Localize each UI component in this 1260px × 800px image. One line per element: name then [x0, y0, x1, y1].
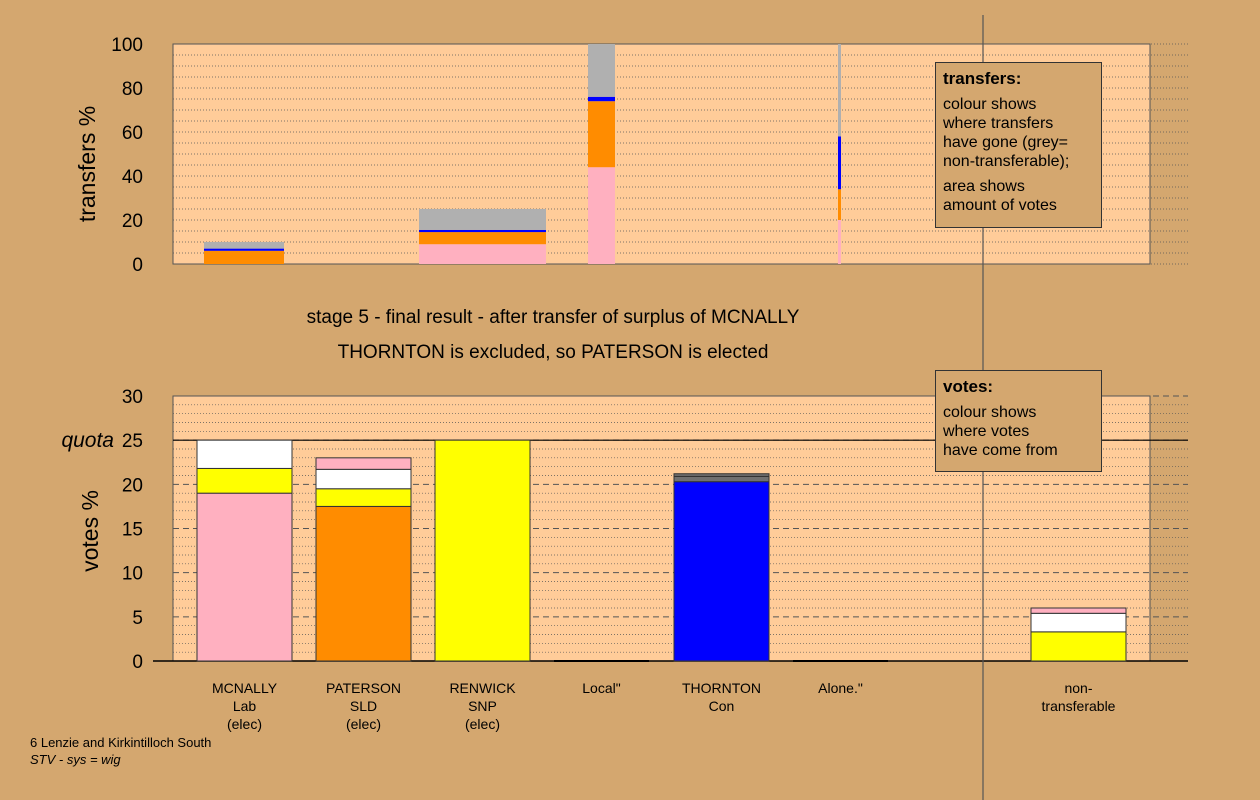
transfer-bar-segment [838, 189, 841, 220]
candidate-label: (elec) [346, 716, 381, 732]
candidate-label: (elec) [465, 716, 500, 732]
transfer-bar-segment [204, 242, 284, 249]
transfers-legend-line: area shows [943, 178, 1025, 195]
stage-subtitle: THORNTON is excluded, so PATERSON is ele… [338, 342, 769, 363]
candidate-label: MCNALLY [212, 680, 278, 696]
votes-legend: votes: colour shows where votes have com… [935, 370, 1102, 472]
transfers-tick-label: 80 [122, 79, 143, 100]
vote-bar-segment [315, 505, 412, 662]
vote-bar-segment [315, 488, 412, 507]
votes-legend-line: where votes [943, 423, 1030, 440]
vote-bar-segment [315, 457, 412, 470]
transfers-legend-line: have gone (grey= [943, 134, 1068, 151]
candidate-label: transferable [1042, 698, 1116, 714]
votes-legend-title: votes: [943, 377, 994, 396]
vote-bar-segment [1030, 607, 1127, 614]
vote-bar-segment [434, 439, 531, 662]
transfers-legend-line: colour shows [943, 96, 1037, 113]
transfer-bar-segment [419, 244, 546, 264]
candidate-label: Local" [582, 680, 620, 696]
vote-bar-segment [196, 467, 293, 494]
votes-tick-label: 15 [122, 520, 143, 541]
vote-bar-segment [673, 475, 770, 483]
quota-label: quota [61, 429, 114, 452]
vote-bar-segment [673, 481, 770, 662]
votes-legend-line: have come from [943, 442, 1058, 459]
transfers-tick-label: 100 [111, 35, 143, 56]
footer-ward: 6 Lenzie and Kirkintilloch South [30, 735, 212, 750]
footer-system: STV - sys = wig [30, 752, 121, 767]
transfer-bar-segment [838, 44, 841, 137]
candidate-label: Alone." [818, 680, 863, 696]
candidate-label: PATERSON [326, 680, 401, 696]
candidate-label: SNP [468, 698, 497, 714]
vote-bar-segment [1030, 612, 1127, 633]
transfer-bar-segment [838, 220, 841, 264]
votes-tick-label: 5 [132, 608, 143, 629]
votes-tick-label: 25 [122, 431, 143, 452]
vote-bar-segment [196, 439, 293, 469]
footer: 6 Lenzie and Kirkintilloch South STV - s… [30, 734, 211, 768]
transfers-legend-title: transfers: [943, 69, 1022, 88]
transfers-tick-label: 20 [122, 211, 143, 232]
transfer-bar-segment [588, 101, 615, 168]
transfers-tick-label: 60 [122, 123, 143, 144]
transfer-bar-segment [204, 248, 284, 251]
candidate-label: non- [1064, 680, 1092, 696]
candidate-label: (elec) [227, 716, 262, 732]
votes-y-axis-label: votes % [77, 490, 103, 572]
transfers-legend-line: amount of votes [943, 197, 1057, 214]
candidate-label: THORNTON [682, 680, 761, 696]
candidate-label: Lab [233, 698, 257, 714]
transfer-bar-segment [588, 44, 615, 97]
transfer-bar-segment [588, 167, 615, 264]
votes-legend-line: colour shows [943, 404, 1037, 421]
transfer-bar-segment [588, 96, 615, 102]
transfers-legend: transfers: colour shows where transfers … [935, 62, 1102, 228]
transfers-legend-line: where transfers [943, 115, 1054, 132]
candidate-label: Con [709, 698, 735, 714]
candidate-label: RENWICK [449, 680, 516, 696]
votes-tick-label: 0 [132, 652, 143, 673]
transfer-bar-segment [419, 209, 546, 230]
stage-title: stage 5 - final result - after transfer … [307, 307, 800, 328]
candidate-label: SLD [350, 698, 377, 714]
transfers-legend-line: non-transferable); [943, 153, 1070, 170]
transfer-bar-segment [204, 250, 284, 264]
vote-bar-segment [315, 468, 412, 490]
vote-bar-segment [196, 492, 293, 662]
transfer-bar-segment [419, 229, 546, 233]
transfers-tick-label: 0 [132, 255, 143, 276]
vote-bar-segment [1030, 631, 1127, 662]
transfers-tick-label: 40 [122, 167, 143, 188]
vote-bar-segment [673, 473, 770, 477]
transfer-bar-segment [419, 232, 546, 245]
transfers-y-axis-label: transfers % [74, 106, 100, 222]
votes-tick-label: 10 [122, 564, 143, 585]
votes-tick-label: 20 [122, 475, 143, 496]
transfer-bar-segment [838, 136, 841, 190]
votes-tick-label: 30 [122, 387, 143, 408]
